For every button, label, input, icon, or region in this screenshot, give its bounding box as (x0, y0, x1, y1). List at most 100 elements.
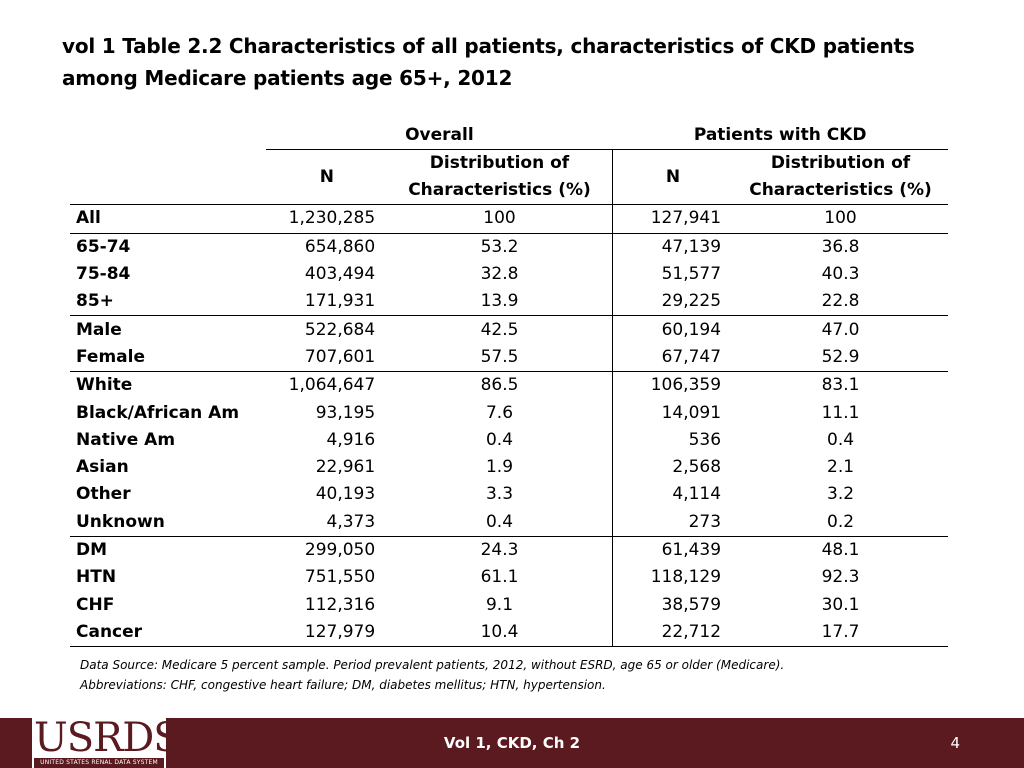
col-header-dist-overall: Distribution of Characteristics (%) (387, 149, 613, 205)
cell-dist-ckd: 2.1 (827, 457, 855, 478)
table-row: 85+ 171,931 13.9 29,225 22.8 (70, 288, 948, 316)
col-header-n-ckd: N (611, 149, 734, 205)
row-label: Male (70, 315, 267, 344)
table-row: 75-84 403,494 32.8 51,577 40.3 (70, 260, 948, 289)
cell-n-ckd: 118,129 (611, 564, 734, 592)
group-header-ckd: Patients with CKD (693, 125, 867, 146)
table-row: CHF 112,316 9.1 38,579 30.1 (70, 591, 948, 619)
cell-n-overall: 112,316 (304, 594, 376, 615)
group-header-row: Overall Patients with CKD (70, 122, 948, 150)
row-label: HTN (76, 567, 117, 588)
cell-dist-ckd: 47.0 (733, 315, 948, 344)
cell-n-ckd: 60,194 (611, 315, 734, 344)
cell-n-ckd: 14,091 (611, 399, 734, 427)
table-row: Black/African Am 93,195 7.6 14,091 11.1 (70, 399, 948, 427)
row-label: 75-84 (76, 264, 131, 285)
cell-n-overall: 1,064,647 (266, 371, 388, 400)
table-row: HTN 751,550 61.1 118,129 92.3 (70, 564, 948, 592)
row-label: DM (70, 535, 267, 565)
cell-dist-overall: 61.1 (480, 567, 519, 588)
footer-bar (0, 718, 1024, 768)
cell-n-ckd: 273 (611, 508, 734, 537)
cell-dist-overall: 53.2 (387, 232, 613, 261)
cell-dist-overall: 9.1 (485, 594, 514, 615)
cell-n-overall: 127,979 (266, 618, 388, 648)
page-number: 4 (950, 734, 960, 752)
cell-dist-overall: 42.5 (387, 315, 613, 344)
table-row: Asian 22,961 1.9 2,568 2.1 (70, 453, 948, 482)
cell-dist-overall: 10.4 (387, 618, 613, 648)
characteristics-table: Overall Patients with CKD N Distribution… (70, 122, 948, 648)
cell-dist-overall: 1.9 (485, 457, 514, 478)
cell-n-overall: 22,961 (315, 457, 376, 478)
table-row: Female 707,601 57.5 67,747 52.9 (70, 343, 948, 372)
row-label: Asian (76, 457, 129, 478)
row-label: Other (76, 484, 131, 505)
table-row: 65-74 654,860 53.2 47,139 36.8 (70, 232, 948, 261)
row-label: All (70, 204, 267, 234)
row-label: Unknown (76, 511, 165, 532)
cell-dist-overall: 57.5 (480, 346, 519, 367)
cell-dist-ckd: 17.7 (733, 618, 948, 648)
cell-dist-ckd: 11.1 (821, 402, 860, 423)
cell-n-ckd: 536 (611, 426, 734, 454)
row-label: Native Am (76, 429, 176, 450)
row-label: Black/African Am (76, 402, 240, 423)
table-row: Unknown 4,373 0.4 273 0.2 (70, 508, 948, 537)
cell-dist-ckd: 22.8 (821, 291, 860, 312)
data-source-note: Data Source: Medicare 5 percent sample. … (80, 658, 785, 672)
cell-dist-overall: 24.3 (387, 535, 613, 565)
table-row: All 1,230,285 100 127,941 100 (70, 204, 948, 234)
cell-n-ckd: 47,139 (611, 232, 734, 261)
cell-n-overall: 654,860 (266, 232, 388, 261)
cell-n-overall: 299,050 (266, 535, 388, 565)
cell-n-overall: 171,931 (304, 291, 376, 312)
cell-n-ckd: 2,568 (611, 453, 734, 482)
cell-dist-ckd: 0.2 (827, 511, 855, 532)
cell-n-ckd: 22,712 (611, 618, 734, 648)
cell-dist-ckd: 40.3 (821, 264, 860, 285)
row-label: 65-74 (70, 232, 267, 261)
logo-text: USRDS (34, 715, 181, 761)
cell-dist-ckd: 100 (733, 204, 948, 234)
cell-n-ckd: 38,579 (611, 591, 734, 619)
cell-dist-overall: 0.4 (485, 511, 514, 532)
table-notes: Data Source: Medicare 5 percent sample. … (80, 655, 980, 695)
cell-n-overall: 1,230,285 (266, 204, 388, 234)
cell-n-ckd: 106,359 (611, 371, 734, 400)
cell-n-overall: 707,601 (304, 346, 376, 367)
cell-dist-ckd: 0.4 (827, 429, 855, 450)
row-label: Female (76, 346, 145, 367)
row-label: CHF (76, 594, 115, 615)
table-row: Other 40,193 3.3 4,114 3.2 (70, 481, 948, 509)
col-header-n-overall: N (266, 149, 388, 205)
table-row: Native Am 4,916 0.4 536 0.4 (70, 426, 948, 454)
footer-title: Vol 1, CKD, Ch 2 (443, 734, 581, 752)
usrds-logo: USRDS UNITED STATES RENAL DATA SYSTEM (32, 714, 181, 768)
table-row: Male 522,684 42.5 60,194 47.0 (70, 315, 948, 344)
cell-n-ckd: 61,439 (611, 535, 734, 565)
cell-n-overall: 4,373 (326, 511, 376, 532)
row-label: White (70, 371, 267, 400)
cell-n-ckd: 67,747 (611, 343, 734, 372)
cell-dist-ckd: 30.1 (821, 594, 860, 615)
cell-dist-overall: 86.5 (387, 371, 613, 400)
row-label: Cancer (70, 618, 267, 648)
cell-dist-overall: 32.8 (480, 264, 519, 285)
cell-n-ckd: 4,114 (611, 481, 734, 509)
cell-dist-ckd: 83.1 (733, 371, 948, 400)
cell-dist-ckd: 52.9 (821, 346, 860, 367)
cell-n-overall: 4,916 (326, 429, 376, 450)
col-header-dist-ckd: Distribution of Characteristics (%) (733, 149, 948, 205)
cell-n-overall: 93,195 (315, 402, 376, 423)
cell-dist-ckd: 36.8 (733, 232, 948, 261)
cell-n-overall: 40,193 (315, 484, 376, 505)
page-title: vol 1 Table 2.2 Characteristics of all p… (62, 34, 915, 90)
cell-n-ckd: 127,941 (611, 204, 734, 234)
cell-dist-overall: 0.4 (485, 429, 514, 450)
cell-n-overall: 751,550 (304, 567, 376, 588)
cell-dist-overall: 100 (387, 204, 613, 234)
cell-n-overall: 403,494 (304, 264, 376, 285)
sub-header-row: N Distribution of Characteristics (%) N … (70, 149, 948, 205)
abbreviations-note: Abbreviations: CHF, congestive heart fai… (80, 678, 606, 692)
